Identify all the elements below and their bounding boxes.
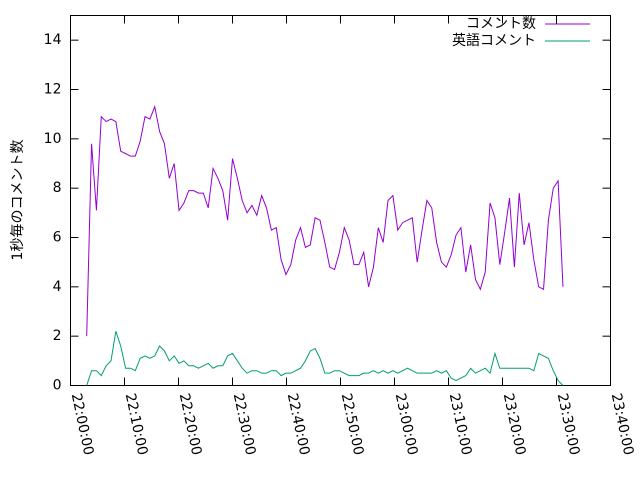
plot-border [70, 15, 611, 386]
x-tick-label: 23:40:00 [608, 392, 637, 457]
x-tick-label: 22:40:00 [284, 392, 313, 457]
x-tick-label: 23:00:00 [392, 392, 421, 457]
y-tick-label: 0 [53, 378, 62, 394]
y-tick-label: 6 [53, 230, 62, 246]
x-tick-label: 23:20:00 [500, 392, 529, 457]
x-tick-label: 23:30:00 [554, 392, 583, 457]
legend-label: コメント数 [466, 16, 536, 32]
y-tick-label: 4 [53, 279, 62, 295]
series-line [86, 104, 564, 337]
series-line [86, 331, 564, 386]
y-tick-label: 12 [44, 82, 62, 98]
x-tick-label: 22:10:00 [122, 392, 151, 457]
x-tick-label: 23:10:00 [446, 392, 475, 457]
x-tick-label: 22:50:00 [338, 392, 367, 457]
legend-label: 英語コメント [452, 32, 536, 49]
y-tick-label: 8 [53, 180, 62, 196]
x-tick-label: 22:00:00 [68, 392, 97, 457]
x-tick-label: 22:20:00 [176, 392, 205, 457]
y-tick-label: 2 [53, 328, 62, 344]
y-tick-label: 14 [44, 32, 62, 48]
y-axis-label: 1秒毎のコメント数 [10, 140, 26, 261]
x-tick-label: 22:30:00 [230, 392, 259, 457]
y-tick-label: 10 [44, 131, 62, 147]
